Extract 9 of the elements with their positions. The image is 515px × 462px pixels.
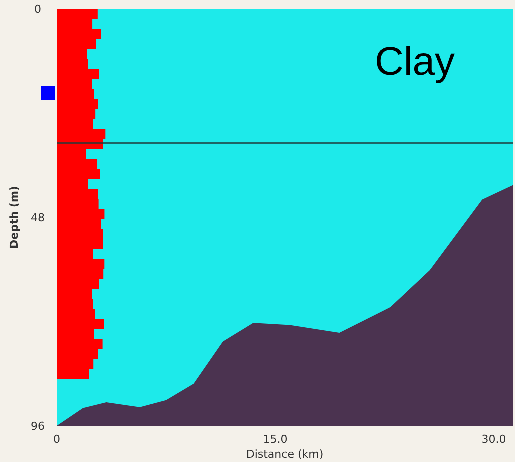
x-axis-title: Distance (km) [246, 448, 324, 461]
y-tick-label: 96 [31, 420, 45, 433]
y-tick-label: 48 [31, 211, 45, 224]
x-tick-label: 30.0 [482, 433, 506, 446]
annotation: Clay [374, 40, 455, 84]
y-axis-title: Depth (m) [8, 186, 21, 249]
x-tick-label: 15.0 [263, 433, 288, 446]
x-tick-label: 0 [54, 433, 60, 446]
y-tick-label: 0 [34, 2, 42, 16]
